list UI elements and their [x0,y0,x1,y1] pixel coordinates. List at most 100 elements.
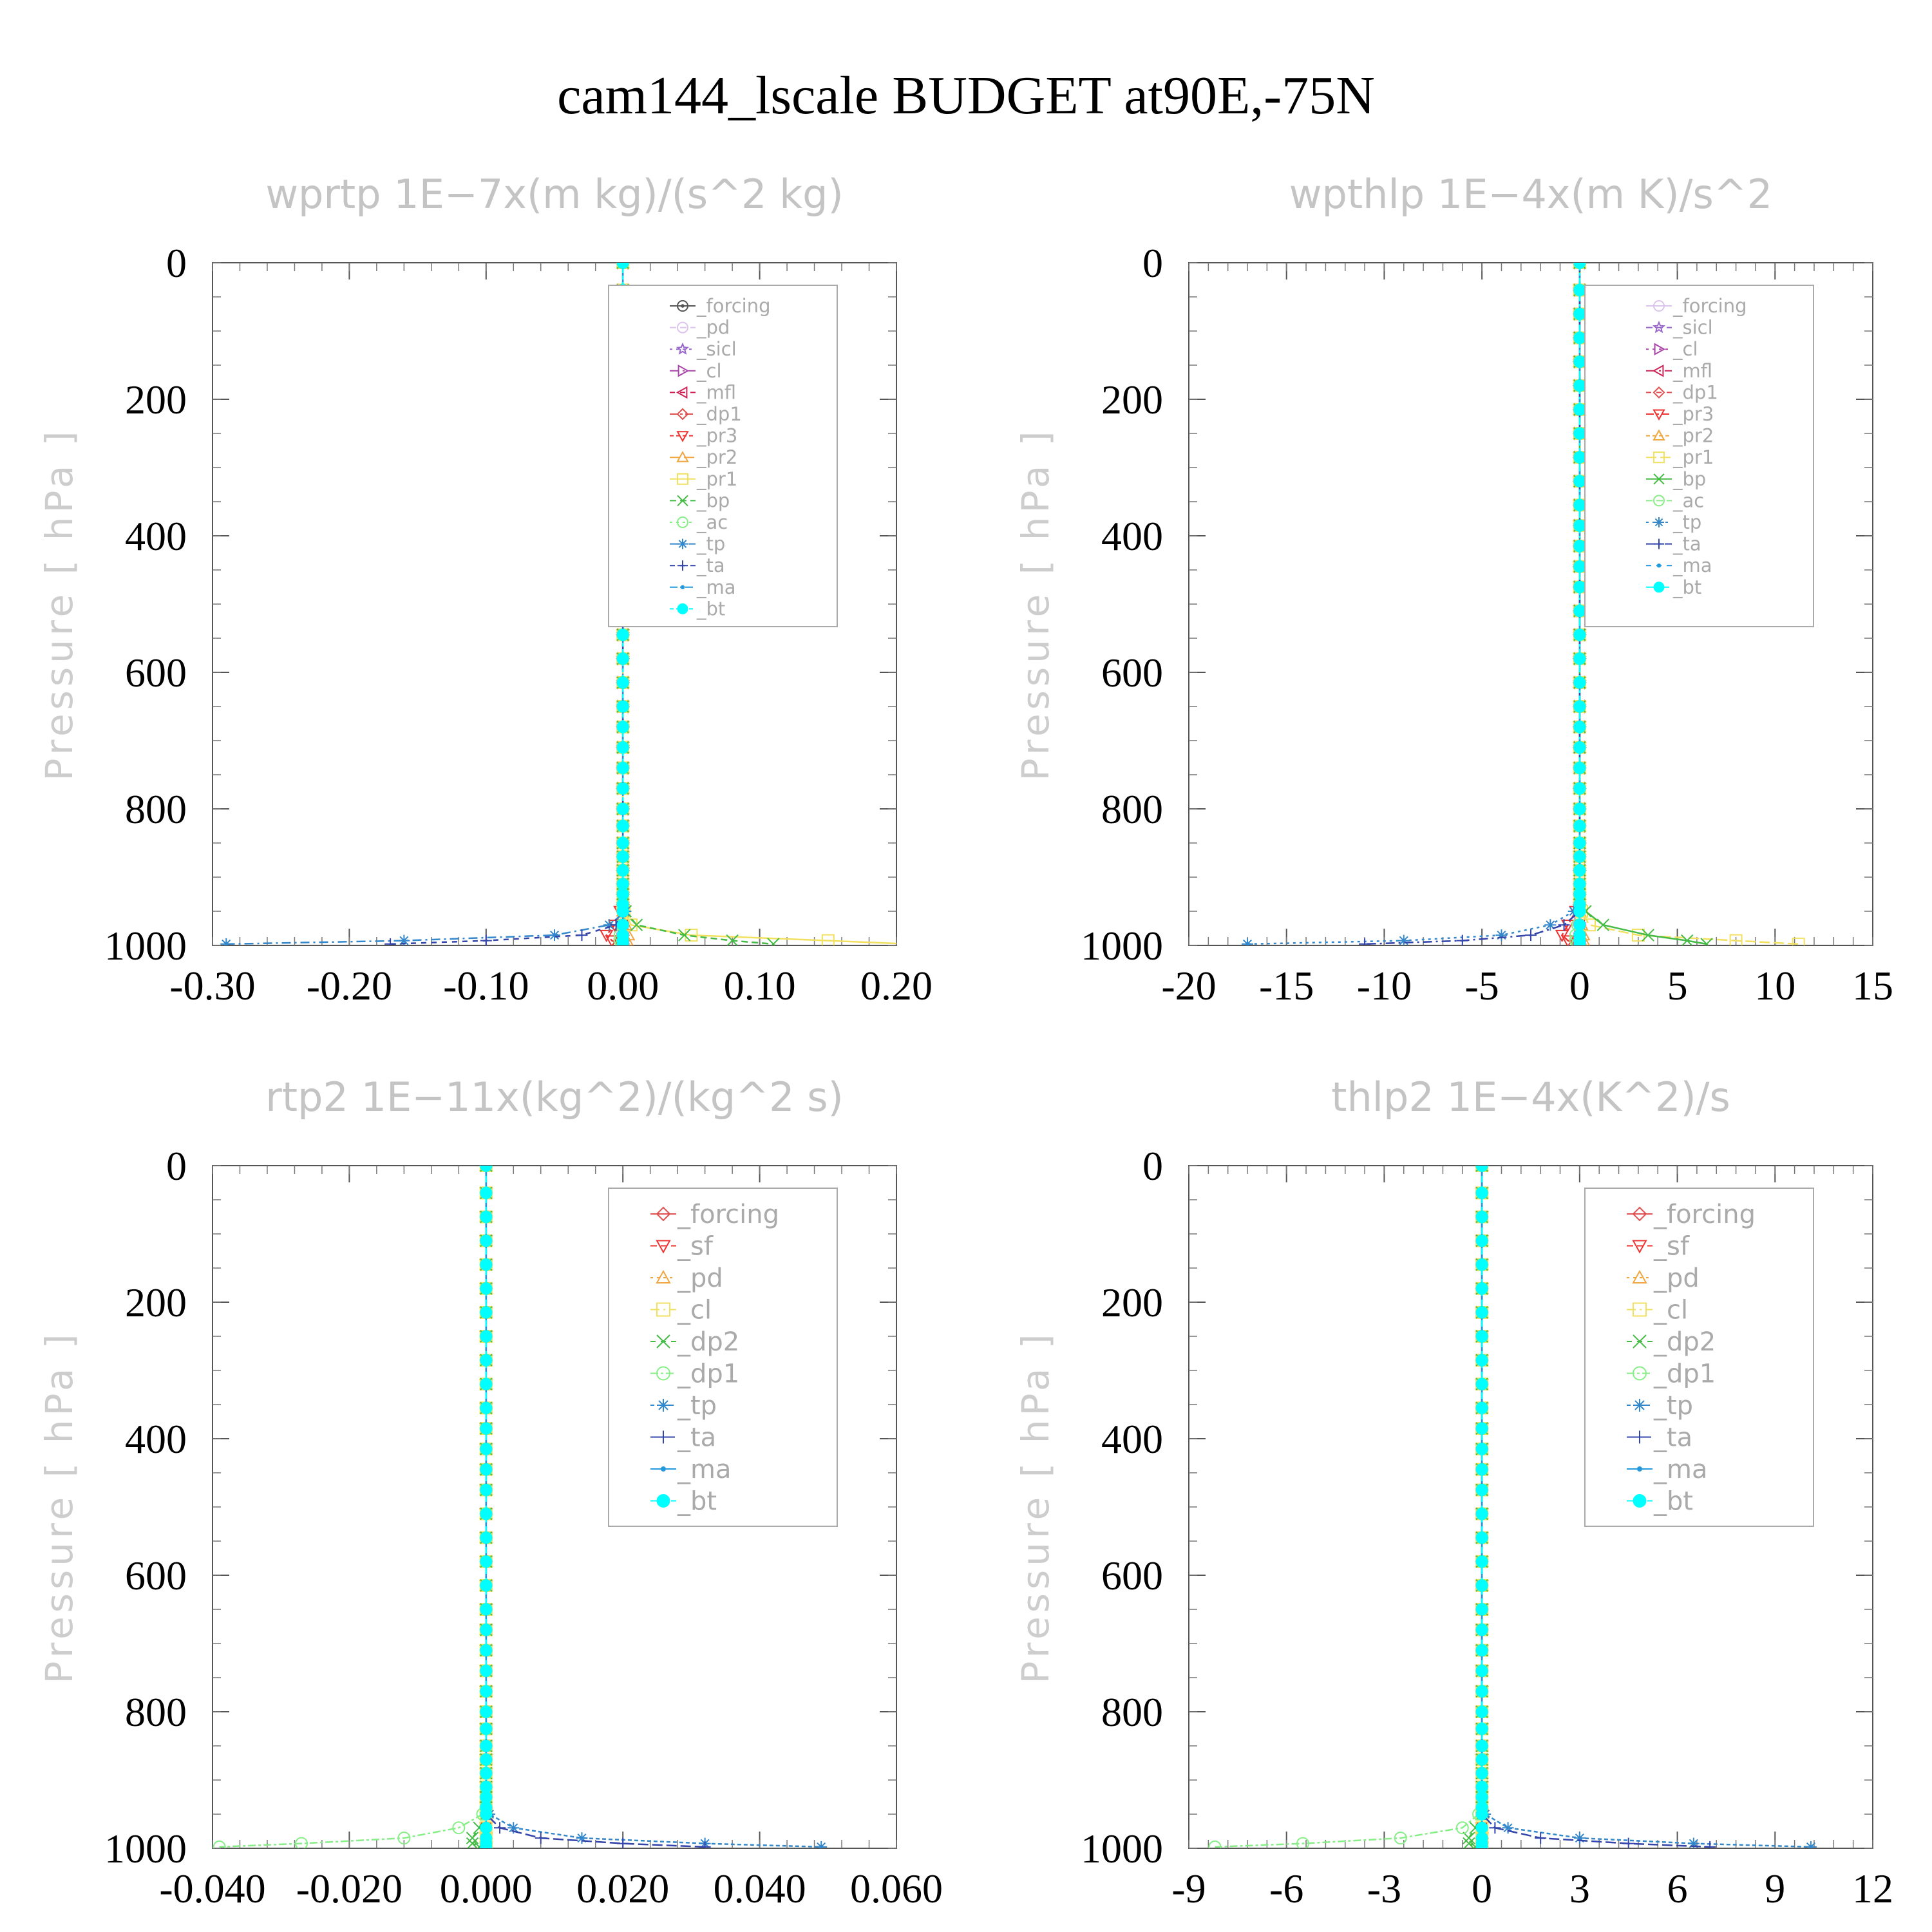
data-point [1475,1808,1488,1821]
legend-marker [1652,365,1664,377]
data-point [1475,1555,1488,1568]
data-point [1573,332,1586,345]
y-tick-label: 200 [1101,377,1163,422]
legend-marker [656,1269,671,1283]
legend-label: _pr2 [1672,425,1714,447]
data-point [1573,451,1586,464]
data-point [480,1753,493,1766]
y-tick-label: 1000 [1081,1826,1163,1871]
data-point [1475,1705,1488,1718]
legend-marker [656,1240,671,1254]
legend-label: _tp [1653,1391,1693,1421]
data-point [480,1531,493,1544]
data-point [480,1508,493,1520]
series-line-dp1 [219,1166,488,1848]
legend-box [1584,1188,1814,1527]
x-tick-label: -0.30 [169,963,255,1009]
y-tick-label: 600 [1101,1553,1163,1598]
data-point [1573,308,1586,320]
legend-label: _pr1 [1672,446,1714,468]
series-layer [1208,1166,1817,1848]
legend-label: _tp [696,533,725,555]
legend-marker [657,1430,670,1444]
data-point [616,629,629,641]
data-point [616,676,629,689]
data-point [1687,1837,1700,1848]
data-point [1475,1378,1488,1390]
panel-title: rtp2 1E−11x(kg^2)/(kg^2 s) [265,1074,843,1121]
legend-label: _ma [1653,1455,1707,1484]
data-point [1475,1186,1488,1199]
panels: wprtp 1E−7x(m kg)/(s^2 kg) Pressure [ hPa… [37,171,1893,1911]
legend-label: _forcing [677,1200,779,1229]
x-tick-label: 0 [1569,963,1590,1009]
data-point [480,1330,493,1343]
legend-marker [656,1206,671,1222]
data-point [1394,1832,1407,1845]
data-point [1573,676,1586,689]
x-tick-label: 5 [1667,963,1688,1009]
series-line-tp [1247,263,1581,945]
legend-label: _bp [1672,468,1706,490]
legend-label: _dp1 [1653,1359,1716,1389]
data-point [616,918,629,931]
data-point [616,741,629,754]
data-point [1573,802,1586,815]
data-point [1296,1837,1309,1848]
legend-label: _bt [696,598,725,620]
data-point [1475,1723,1488,1735]
data-point [480,1723,493,1735]
data-point [220,938,232,945]
data-point [1573,782,1586,795]
data-point [480,934,492,945]
legend-label: _ma [696,576,736,598]
data-point [1489,1822,1501,1834]
panel-title: wprtp 1E−7x(m kg)/(s^2 kg) [265,171,843,218]
data-point [1804,1841,1817,1848]
legend-marker [1632,1269,1647,1283]
legend-marker [1653,300,1665,312]
y-tick-label: 1000 [104,1826,187,1871]
data-point [480,1624,493,1636]
data-point [1475,1841,1488,1848]
series-layer [1242,263,1805,945]
data-point [616,652,629,665]
data-point [1558,919,1570,931]
data-point [1475,1739,1488,1752]
data-point [616,850,629,863]
data-point [1475,1258,1488,1271]
data-point [616,761,629,774]
data-point [1573,938,1586,945]
y-axis-label: Pressure [ hPa ] [1014,1331,1057,1684]
legend-label: _forcing [1672,295,1747,317]
legend-label: _mfl [696,381,736,403]
x-tick-label: -10 [1357,963,1412,1009]
legend-label: _cl [696,360,722,382]
data-point [1397,934,1410,945]
data-point [549,929,560,942]
data-point [480,1378,493,1390]
data-point [1475,1463,1488,1476]
data-point [1456,934,1468,945]
data-point [1573,850,1586,863]
data-point [1525,929,1537,942]
legend-marker [1653,409,1665,421]
legend-label: _dp1 [696,403,742,425]
data-point [1475,1508,1488,1520]
data-point [480,1603,493,1616]
x-tick-label: 0.040 [714,1866,806,1911]
legend-label: _pr2 [696,446,737,468]
data-point [480,1739,493,1752]
data-point [480,1484,493,1496]
legend-label: _ta [677,1423,716,1453]
legend-marker [676,342,690,355]
y-tick-label: 800 [1101,786,1163,832]
legend-label: _cl [1672,338,1698,360]
data-point [616,721,629,734]
data-point [904,938,916,950]
x-tick-label: -0.20 [307,963,392,1009]
data-point [480,1705,493,1718]
legend-marker [1653,473,1665,485]
legend-marker [677,560,688,571]
